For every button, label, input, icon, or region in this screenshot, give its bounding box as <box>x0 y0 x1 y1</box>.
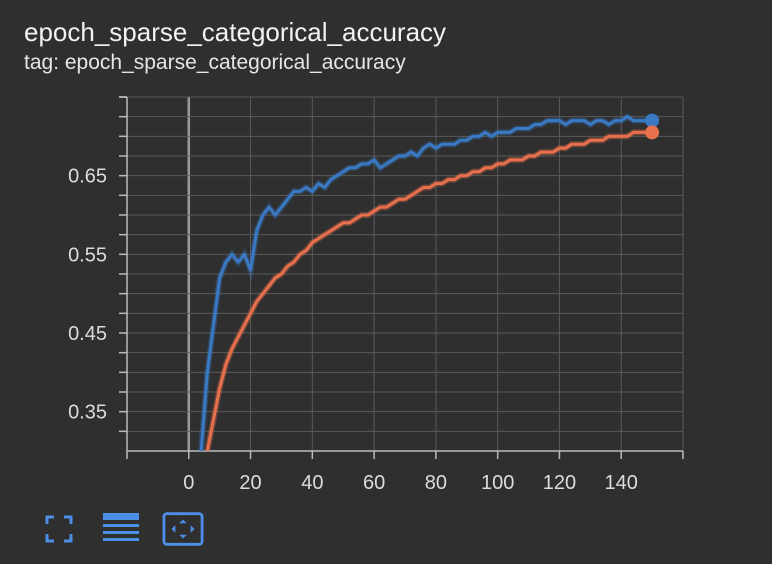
x-tick-label: 100 <box>481 472 514 494</box>
chart-tag-subtitle: tag: epoch_sparse_categorical_accuracy <box>24 51 406 74</box>
fullscreen-icon <box>45 515 73 543</box>
y-tick-label: 0.35 <box>68 402 107 424</box>
x-tick-label: 140 <box>605 472 638 494</box>
series-1-last-point[interactable] <box>645 113 660 128</box>
x-tick-label: 0 <box>183 472 194 494</box>
chart-toolbar <box>38 510 224 548</box>
chart-title: epoch_sparse_categorical_accuracy <box>24 17 447 47</box>
x-tick-label: 60 <box>363 472 385 494</box>
x-tick-label: 20 <box>239 472 261 494</box>
fullscreen-button[interactable] <box>38 510 80 548</box>
x-tick-label: 120 <box>543 472 576 494</box>
y-tick-label: 0.55 <box>68 244 107 266</box>
fit-domain-icon <box>162 512 204 546</box>
x-tick-label: 40 <box>301 472 323 494</box>
y-tick-label: 0.65 <box>68 166 107 188</box>
data-table-button[interactable] <box>100 510 142 548</box>
series-2-line[interactable] <box>205 130 653 451</box>
data-table-icon <box>103 513 139 541</box>
x-tick-label: 80 <box>425 472 447 494</box>
line-chart[interactable]: 0.35 0.45 0.55 0.65 0 20 40 60 80 100 120 140 <box>0 0 772 500</box>
series-2-last-point[interactable] <box>645 125 660 140</box>
y-tick-label: 0.45 <box>68 323 107 345</box>
fit-domain-button[interactable] <box>162 510 204 548</box>
series-1-line[interactable] <box>199 115 653 451</box>
series-2-shadow <box>204 129 653 451</box>
